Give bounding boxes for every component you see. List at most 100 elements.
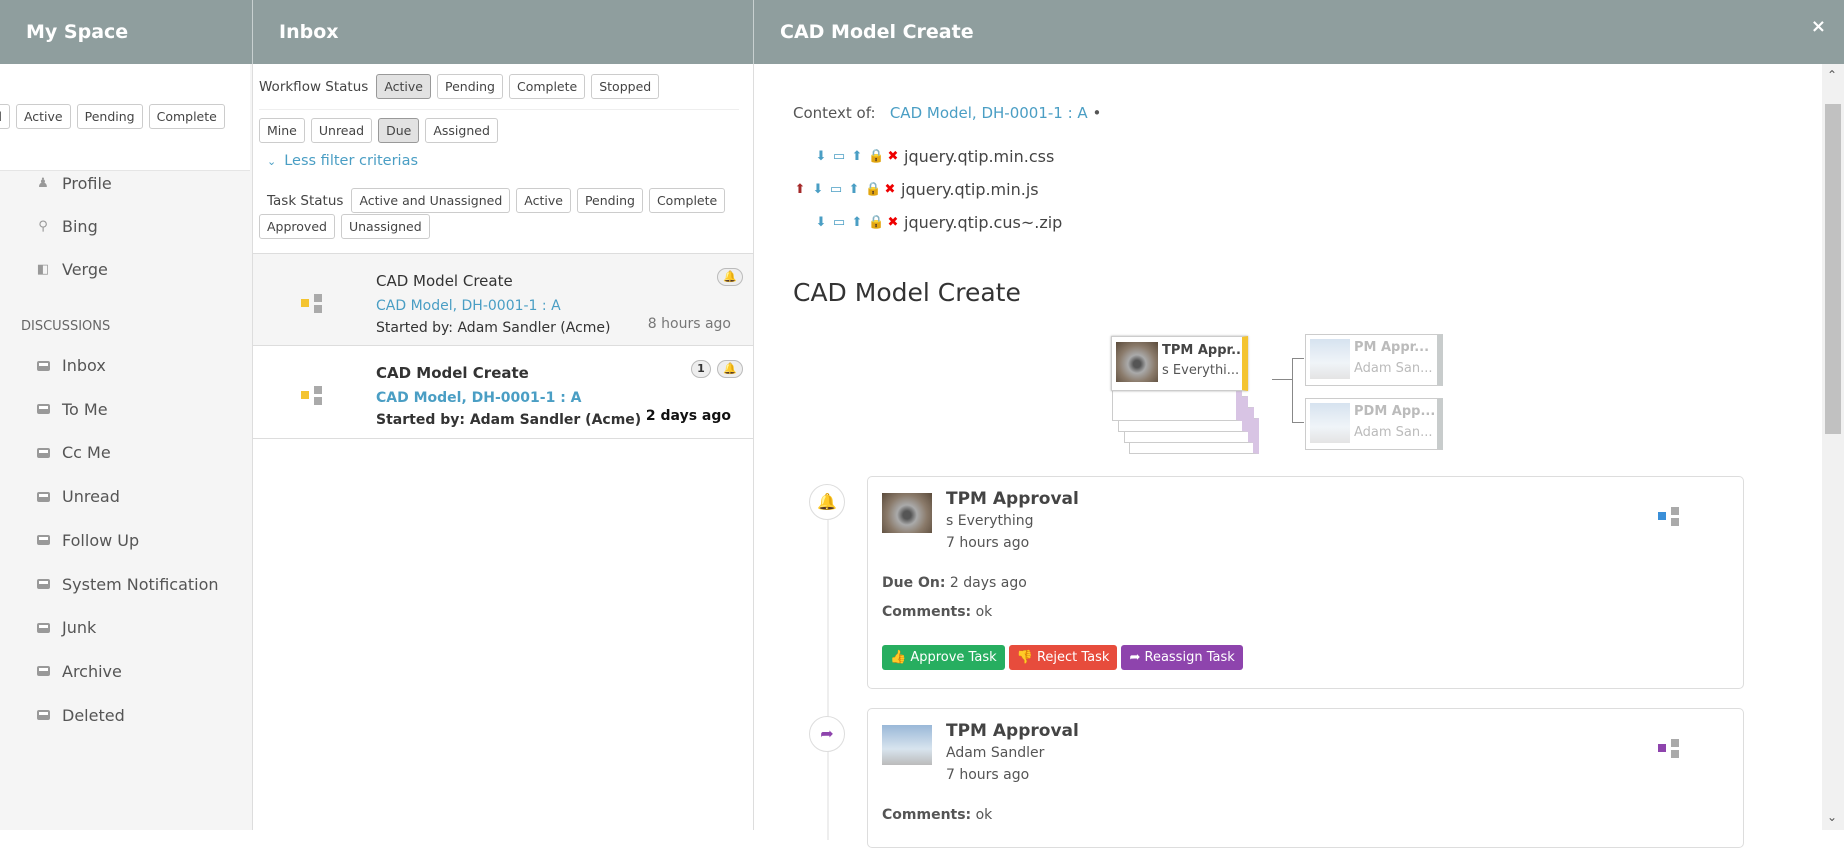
task-actions: 👍 Approve Task 👎 Reject Task ➦ Reassign Ta… [882, 645, 1247, 670]
item-context-link[interactable]: CAD Model, DH-0001-1 : A [376, 390, 582, 406]
upload-icon[interactable]: ⬆ [851, 214, 863, 230]
detail-header: CAD Model Create × [754, 0, 1844, 64]
unread-count-badge: 1 [691, 360, 711, 378]
workflow-status-filter: Workflow Status Active Pending Complete Sto… [259, 74, 665, 99]
scroll-down-icon[interactable]: ⌄ [1827, 810, 1838, 824]
detail-panel: Context of: CAD Model, DH-0001-1 : A • ⬇… [754, 64, 1822, 848]
reassign-task-button[interactable]: ➦ Reassign Task [1121, 645, 1243, 670]
monitor-icon[interactable]: ▭ [832, 148, 846, 164]
quick-filter: Mine Unread Due Assigned [259, 118, 504, 143]
inbox-list-item[interactable]: CAD Model Create CAD Model, DH-0001-1 : … [253, 346, 753, 439]
sidebar-item-junk[interactable]: Junk [36, 618, 96, 637]
filter-due[interactable]: Due [378, 118, 420, 143]
diagram-node-next[interactable]: PDM App... Adam San... [1305, 398, 1443, 450]
workflow-complete[interactable]: Complete [508, 74, 586, 99]
monitor-icon[interactable]: ▭ [829, 181, 843, 197]
discussions-heading: DISCUSSIONS [21, 319, 111, 334]
filter-active[interactable]: Active [15, 104, 71, 129]
file-name[interactable]: jquery.qtip.min.css [904, 147, 1055, 166]
sidebar-item-profile[interactable]: ♟ Profile [36, 174, 112, 193]
filter-assigned[interactable]: Assigned [425, 118, 498, 143]
user-icon: ♟ [37, 176, 49, 191]
file-name[interactable]: jquery.qtip.cus~.zip [904, 213, 1063, 232]
workflow-stopped[interactable]: Stopped [591, 74, 660, 99]
due-value: 2 days ago [949, 575, 1027, 591]
less-filter-link[interactable]: ⌄ Less filter criterias [267, 153, 418, 169]
card-user: s Everything [946, 513, 1034, 529]
task-approved[interactable]: Approved [259, 214, 335, 239]
sidebar-item-bing[interactable]: ⚲ Bing [36, 217, 97, 236]
inbox-tray-icon [36, 709, 50, 721]
upload-icon[interactable]: ⬆ [794, 181, 806, 197]
task-card: TPM Approval s Everything 7 hours ago Du… [867, 476, 1744, 689]
file-name[interactable]: jquery.qtip.min.js [901, 180, 1039, 199]
thumbs-down-icon: 👎 [1016, 650, 1033, 665]
filter-complete[interactable]: Complete [148, 104, 225, 129]
lock-icon[interactable]: 🔒 [868, 214, 885, 230]
reject-task-button[interactable]: 👎 Reject Task [1008, 645, 1118, 670]
sidebar-item-follow-up[interactable]: Follow Up [36, 531, 139, 550]
sidebar-item-verge[interactable]: ◧ Verge [36, 260, 108, 279]
delete-icon[interactable]: ✖ [887, 148, 899, 164]
inbox-list-item[interactable]: CAD Model Create CAD Model, DH-0001-1 : … [253, 253, 753, 346]
sidebar-item-archive[interactable]: Archive [36, 662, 122, 681]
file-row: ⬇ ▭ ⬆ 🔒 ✖ jquery.qtip.cus~.zip [814, 213, 1063, 232]
monitor-icon[interactable]: ▭ [832, 214, 846, 230]
sidebar-item-to-me[interactable]: To Me [36, 400, 108, 419]
node-title: TPM Appr... [1162, 343, 1246, 358]
upload-icon[interactable]: ⬆ [851, 148, 863, 164]
task-pending[interactable]: Pending [576, 188, 643, 213]
context-link[interactable]: CAD Model, DH-0001-1 : A [889, 104, 1088, 122]
context-dot: • [1092, 104, 1102, 122]
scroll-up-icon[interactable]: ⌃ [1827, 68, 1838, 82]
item-started-by: Started by: Adam Sandler (Acme) [376, 320, 611, 336]
task-status-filter: Task Status Active and Unassigned Active P… [267, 188, 731, 213]
item-time: 2 days ago [645, 408, 731, 424]
workflow-heading: CAD Model Create [793, 278, 1021, 307]
delete-icon[interactable]: ✖ [884, 181, 896, 197]
sidebar-item-inbox[interactable]: Inbox [36, 356, 106, 375]
lock-icon[interactable]: 🔒 [865, 181, 882, 197]
delete-icon[interactable]: ✖ [887, 214, 899, 230]
task-status-filter-2: Approved Unassigned [259, 214, 436, 239]
task-unassigned[interactable]: Unassigned [340, 214, 430, 239]
task-card: TPM Approval Adam Sandler 7 hours ago Co… [867, 708, 1744, 848]
bell-icon[interactable]: 🔔 [717, 268, 743, 286]
scrollbar-thumb[interactable] [1825, 104, 1841, 434]
context-line: Context of: CAD Model, DH-0001-1 : A • [793, 104, 1101, 122]
sidebar-item-deleted[interactable]: Deleted [36, 706, 125, 725]
inbox-tray-icon [36, 447, 50, 459]
sidebar-item-unread[interactable]: Unread [36, 487, 120, 506]
filter-mine[interactable]: Mine [259, 118, 305, 143]
sidebar-item-system-notification[interactable]: System Notification [36, 575, 219, 594]
item-context-link[interactable]: CAD Model, DH-0001-1 : A [376, 298, 561, 314]
download-icon[interactable]: ⬇ [812, 181, 824, 197]
workflow-pending[interactable]: Pending [436, 74, 503, 99]
filter-pending[interactable]: Pending [76, 104, 143, 129]
download-icon[interactable]: ⬇ [815, 148, 827, 164]
bell-icon[interactable]: 🔔 [717, 360, 743, 378]
diagram-node-current[interactable]: TPM Appr... s Everythi... [1111, 336, 1248, 391]
sidebar-item-cc-me[interactable]: Cc Me [36, 443, 111, 462]
filter-unread[interactable]: Unread [310, 118, 373, 143]
task-active[interactable]: Active [516, 188, 571, 213]
workflow-icon [301, 294, 325, 314]
lock-icon[interactable]: 🔒 [868, 148, 885, 164]
inbox-tray-icon [36, 403, 50, 415]
workflow-active[interactable]: Active [376, 74, 431, 99]
sidebar-item-label: Cc Me [62, 443, 111, 463]
scrollbar[interactable]: ⌃ ⌄ [1822, 64, 1844, 830]
close-button[interactable]: × [1810, 16, 1826, 37]
diagram-node-next[interactable]: PM Appr... Adam San... [1305, 334, 1443, 386]
filter-button[interactable]: d [0, 104, 10, 129]
avatar [882, 725, 932, 765]
node-sub: Adam San... [1354, 425, 1433, 440]
download-icon[interactable]: ⬇ [815, 214, 827, 230]
approve-task-button[interactable]: 👍 Approve Task [882, 645, 1005, 670]
search-icon: ⚲ [38, 219, 48, 234]
sidebar-item-label: Verge [62, 260, 108, 279]
task-complete[interactable]: Complete [648, 188, 726, 213]
upload-icon[interactable]: ⬆ [848, 181, 860, 197]
task-active-unassigned[interactable]: Active and Unassigned [351, 188, 511, 213]
